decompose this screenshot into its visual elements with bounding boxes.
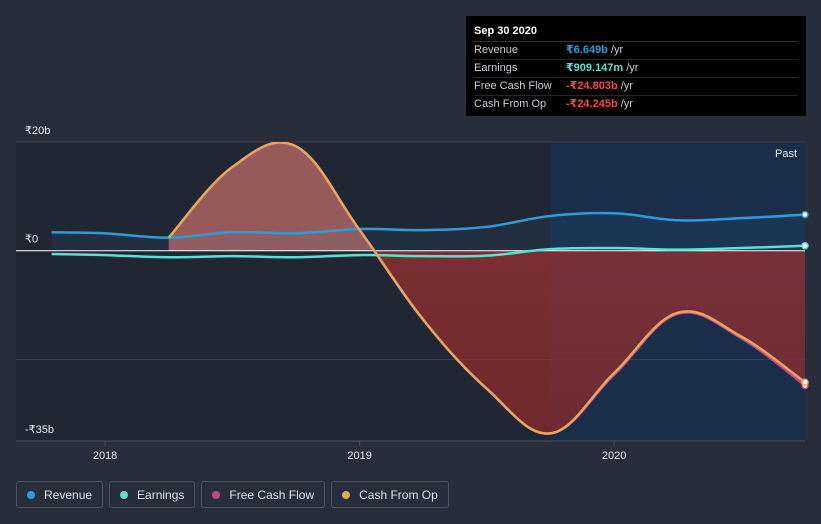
tooltip-unit: /yr <box>626 62 639 74</box>
past-label: Past <box>775 148 797 160</box>
tooltip-row-earnings: Earnings ₹909.147m /yr <box>474 60 798 78</box>
y-tick-label: -₹35b <box>25 424 54 436</box>
tooltip-unit: /yr <box>610 44 624 56</box>
tooltip-label: Free Cash Flow <box>474 80 552 92</box>
earnings-dot-icon <box>120 490 129 499</box>
y-tick-label: ₹20b <box>25 125 50 137</box>
tooltip-value: -₹24.245b <box>566 98 618 110</box>
tooltip-row-revenue: Revenue ₹6.649b /yr <box>474 42 798 60</box>
legend-item-free-cash-flow[interactable]: Free Cash Flow <box>201 481 326 508</box>
legend-label: Earnings <box>137 487 185 502</box>
revenue-dot-icon <box>27 490 35 499</box>
legend-item-earnings[interactable]: Earnings <box>109 481 196 508</box>
legend-item-cash-from-op[interactable]: Cash From Op <box>331 481 449 508</box>
cash-from-op-line <box>167 142 805 435</box>
revenue-area <box>51 212 805 251</box>
y-tick-label: ₹0 <box>25 234 38 246</box>
revenue-endpoint <box>801 210 809 219</box>
legend-label: Cash From Op <box>359 487 438 502</box>
tooltip: Sep 30 2020 Revenue ₹6.649b /yr Earnings… <box>466 16 806 116</box>
tooltip-label: Cash From Op <box>474 98 547 110</box>
tooltip-label: Earnings <box>474 62 518 74</box>
cash-from-op-dot-icon <box>342 490 351 499</box>
cash-from-op-positive-area <box>168 142 805 251</box>
x-tick-label: 2020 <box>602 450 626 462</box>
tooltip-unit: /yr <box>620 80 633 92</box>
legend-label: Free Cash Flow <box>229 487 315 502</box>
tooltip-row-cash-from-op: Cash From Op -₹24.245b /yr <box>474 96 798 113</box>
legend-item-revenue[interactable]: Revenue <box>16 481 104 508</box>
legend-label: Revenue <box>44 487 93 502</box>
tooltip-date: Sep 30 2020 <box>474 24 798 42</box>
tooltip-label: Revenue <box>474 44 519 56</box>
earnings-endpoint <box>801 242 809 250</box>
tooltip-value: ₹6.649b <box>566 44 608 56</box>
free-cash-flow-dot-icon <box>212 490 221 499</box>
grid-lines <box>16 141 805 442</box>
tooltip-value: -₹24.803b <box>566 80 618 92</box>
x-tick-label: 2018 <box>93 450 117 462</box>
earnings-line <box>51 244 805 259</box>
tooltip-value: ₹909.147m <box>566 62 624 74</box>
tooltip-row-free-cash-flow: Free Cash Flow -₹24.803b /yr <box>474 78 798 96</box>
tooltip-unit: /yr <box>620 98 633 110</box>
cash-from-op-endpoint <box>801 378 809 387</box>
legend: Revenue Earnings Free Cash Flow Cash Fro… <box>16 481 449 508</box>
x-tick-label: 2019 <box>347 450 371 462</box>
